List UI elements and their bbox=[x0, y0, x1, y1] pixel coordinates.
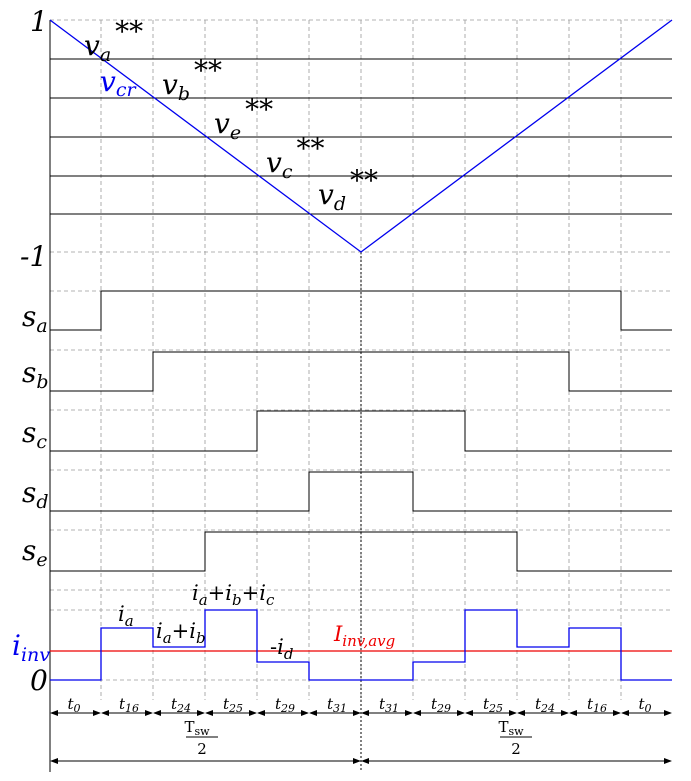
inverter-current-waveform bbox=[50, 609, 672, 681]
carrier-waveform bbox=[49, 19, 673, 253]
interval-label-6: t31 bbox=[379, 695, 399, 715]
period-label-left: Tsw 2 bbox=[184, 718, 218, 758]
carrier-label: vcr bbox=[100, 65, 137, 101]
interval-arrows bbox=[50, 710, 672, 764]
axis-label-top: 1 bbox=[30, 5, 48, 38]
svg-text:2: 2 bbox=[511, 740, 521, 758]
svg-text:Tsw: Tsw bbox=[184, 718, 210, 738]
switch-label-a: sa bbox=[22, 300, 48, 337]
axis-label-zero: 0 bbox=[30, 664, 48, 697]
interval-label-7: t29 bbox=[431, 695, 451, 715]
interval-label-8: t25 bbox=[483, 695, 503, 715]
switch-wave-3 bbox=[50, 471, 672, 512]
interval-arrow-6 bbox=[361, 710, 413, 716]
ref-label-a: va** bbox=[84, 15, 143, 66]
segment-label-ia: ia bbox=[118, 602, 134, 630]
interval-arrow-4 bbox=[257, 710, 309, 716]
interval-labels: t0 t16 t24 t25 t29 t31 t31 t29 t25 t24 t16 t0 bbox=[68, 695, 652, 715]
ref-label-c: vc** bbox=[266, 132, 324, 183]
half-period-arrow-left bbox=[50, 758, 361, 764]
segment-label-ia-ib: ia+ib bbox=[156, 619, 206, 647]
interval-arrow-11 bbox=[621, 710, 672, 716]
grid bbox=[50, 19, 672, 772]
interval-label-3: t25 bbox=[223, 695, 243, 715]
interval-label-2: t24 bbox=[171, 695, 191, 715]
current-label: iinv bbox=[12, 629, 50, 666]
switch-label-d: sd bbox=[22, 476, 49, 513]
switch-wave-0 bbox=[50, 290, 672, 331]
switch-label-c: sc bbox=[22, 416, 47, 453]
interval-arrow-5 bbox=[309, 710, 361, 716]
interval-arrow-3 bbox=[205, 710, 257, 716]
axis-label-bottom: -1 bbox=[20, 240, 47, 273]
interval-label-1: t16 bbox=[119, 695, 139, 715]
ref-label-d: vd** bbox=[318, 164, 378, 215]
interval-arrow-9 bbox=[517, 710, 569, 716]
average-current-label: Iinv,avg bbox=[333, 622, 395, 650]
switch-wave-1 bbox=[50, 351, 672, 392]
interval-label-10: t16 bbox=[587, 695, 607, 715]
interval-arrow-2 bbox=[153, 710, 205, 716]
interval-label-9: t24 bbox=[535, 695, 555, 715]
svg-text:2: 2 bbox=[197, 740, 207, 758]
interval-label-11: t0 bbox=[639, 695, 652, 715]
ref-label-b: vb** bbox=[162, 54, 222, 105]
switch-wave-4 bbox=[50, 531, 672, 572]
interval-arrow-8 bbox=[465, 710, 517, 716]
half-period-arrow-right bbox=[361, 758, 672, 764]
interval-arrow-1 bbox=[101, 710, 153, 716]
interval-arrow-0 bbox=[50, 710, 101, 716]
switch-wave-2 bbox=[50, 410, 672, 452]
segment-label-neg-id: -id bbox=[270, 635, 293, 663]
interval-arrow-10 bbox=[569, 710, 621, 716]
svg-text:Tsw: Tsw bbox=[498, 718, 524, 738]
switch-label-e: se bbox=[22, 534, 48, 571]
interval-arrow-7 bbox=[413, 710, 465, 716]
switch-waveforms bbox=[50, 290, 672, 572]
period-label-right: Tsw 2 bbox=[498, 718, 532, 758]
ref-label-e: ve** bbox=[214, 93, 273, 144]
interval-label-5: t31 bbox=[327, 695, 347, 715]
interval-label-4: t29 bbox=[275, 695, 295, 715]
switch-label-b: sb bbox=[22, 356, 49, 393]
interval-label-0: t0 bbox=[68, 695, 81, 715]
segment-label-ia-ib-ic: ia+ib+ic bbox=[192, 581, 275, 609]
